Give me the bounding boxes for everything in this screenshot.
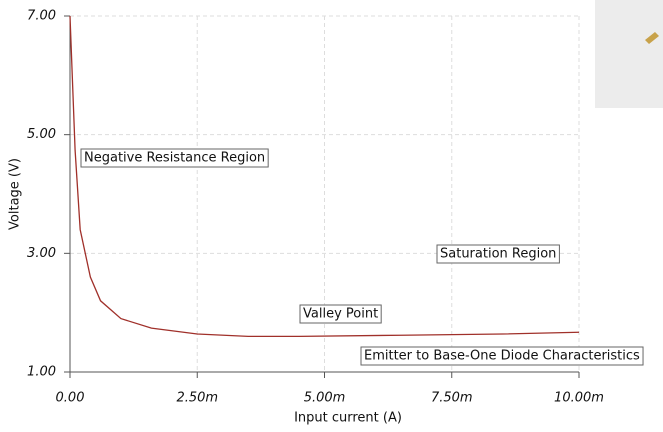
y-tick-label: 7.00	[27, 9, 56, 24]
x-axis-label: Input current (A)	[294, 411, 402, 426]
annotation: Valley Point	[303, 307, 378, 322]
annotation-box	[436, 244, 560, 264]
annotation: Emitter to Base-One Diode Characteristic…	[364, 349, 640, 364]
x-tick-label: 10.00m	[554, 391, 604, 406]
annotation-box	[80, 148, 269, 168]
x-tick-label: 5.00m	[304, 391, 346, 406]
annotation: Negative Resistance Region	[84, 151, 265, 166]
data-line	[69, 15, 580, 338]
y-tick-label: 5.00	[27, 127, 56, 142]
y-tick-label: 3.00	[27, 246, 56, 261]
y-tick-label: 1.00	[27, 365, 56, 380]
photo-detail	[645, 32, 659, 44]
y-axis-label: Voltage (V)	[8, 158, 23, 230]
annotation-box	[360, 346, 644, 366]
annotation: Saturation Region	[440, 247, 556, 262]
x-tick-label: 7.50m	[431, 391, 473, 406]
x-tick-label: 2.50m	[176, 391, 218, 406]
photo	[595, 0, 663, 108]
annotation-box	[299, 304, 382, 324]
x-tick-label: 0.00	[56, 391, 85, 406]
